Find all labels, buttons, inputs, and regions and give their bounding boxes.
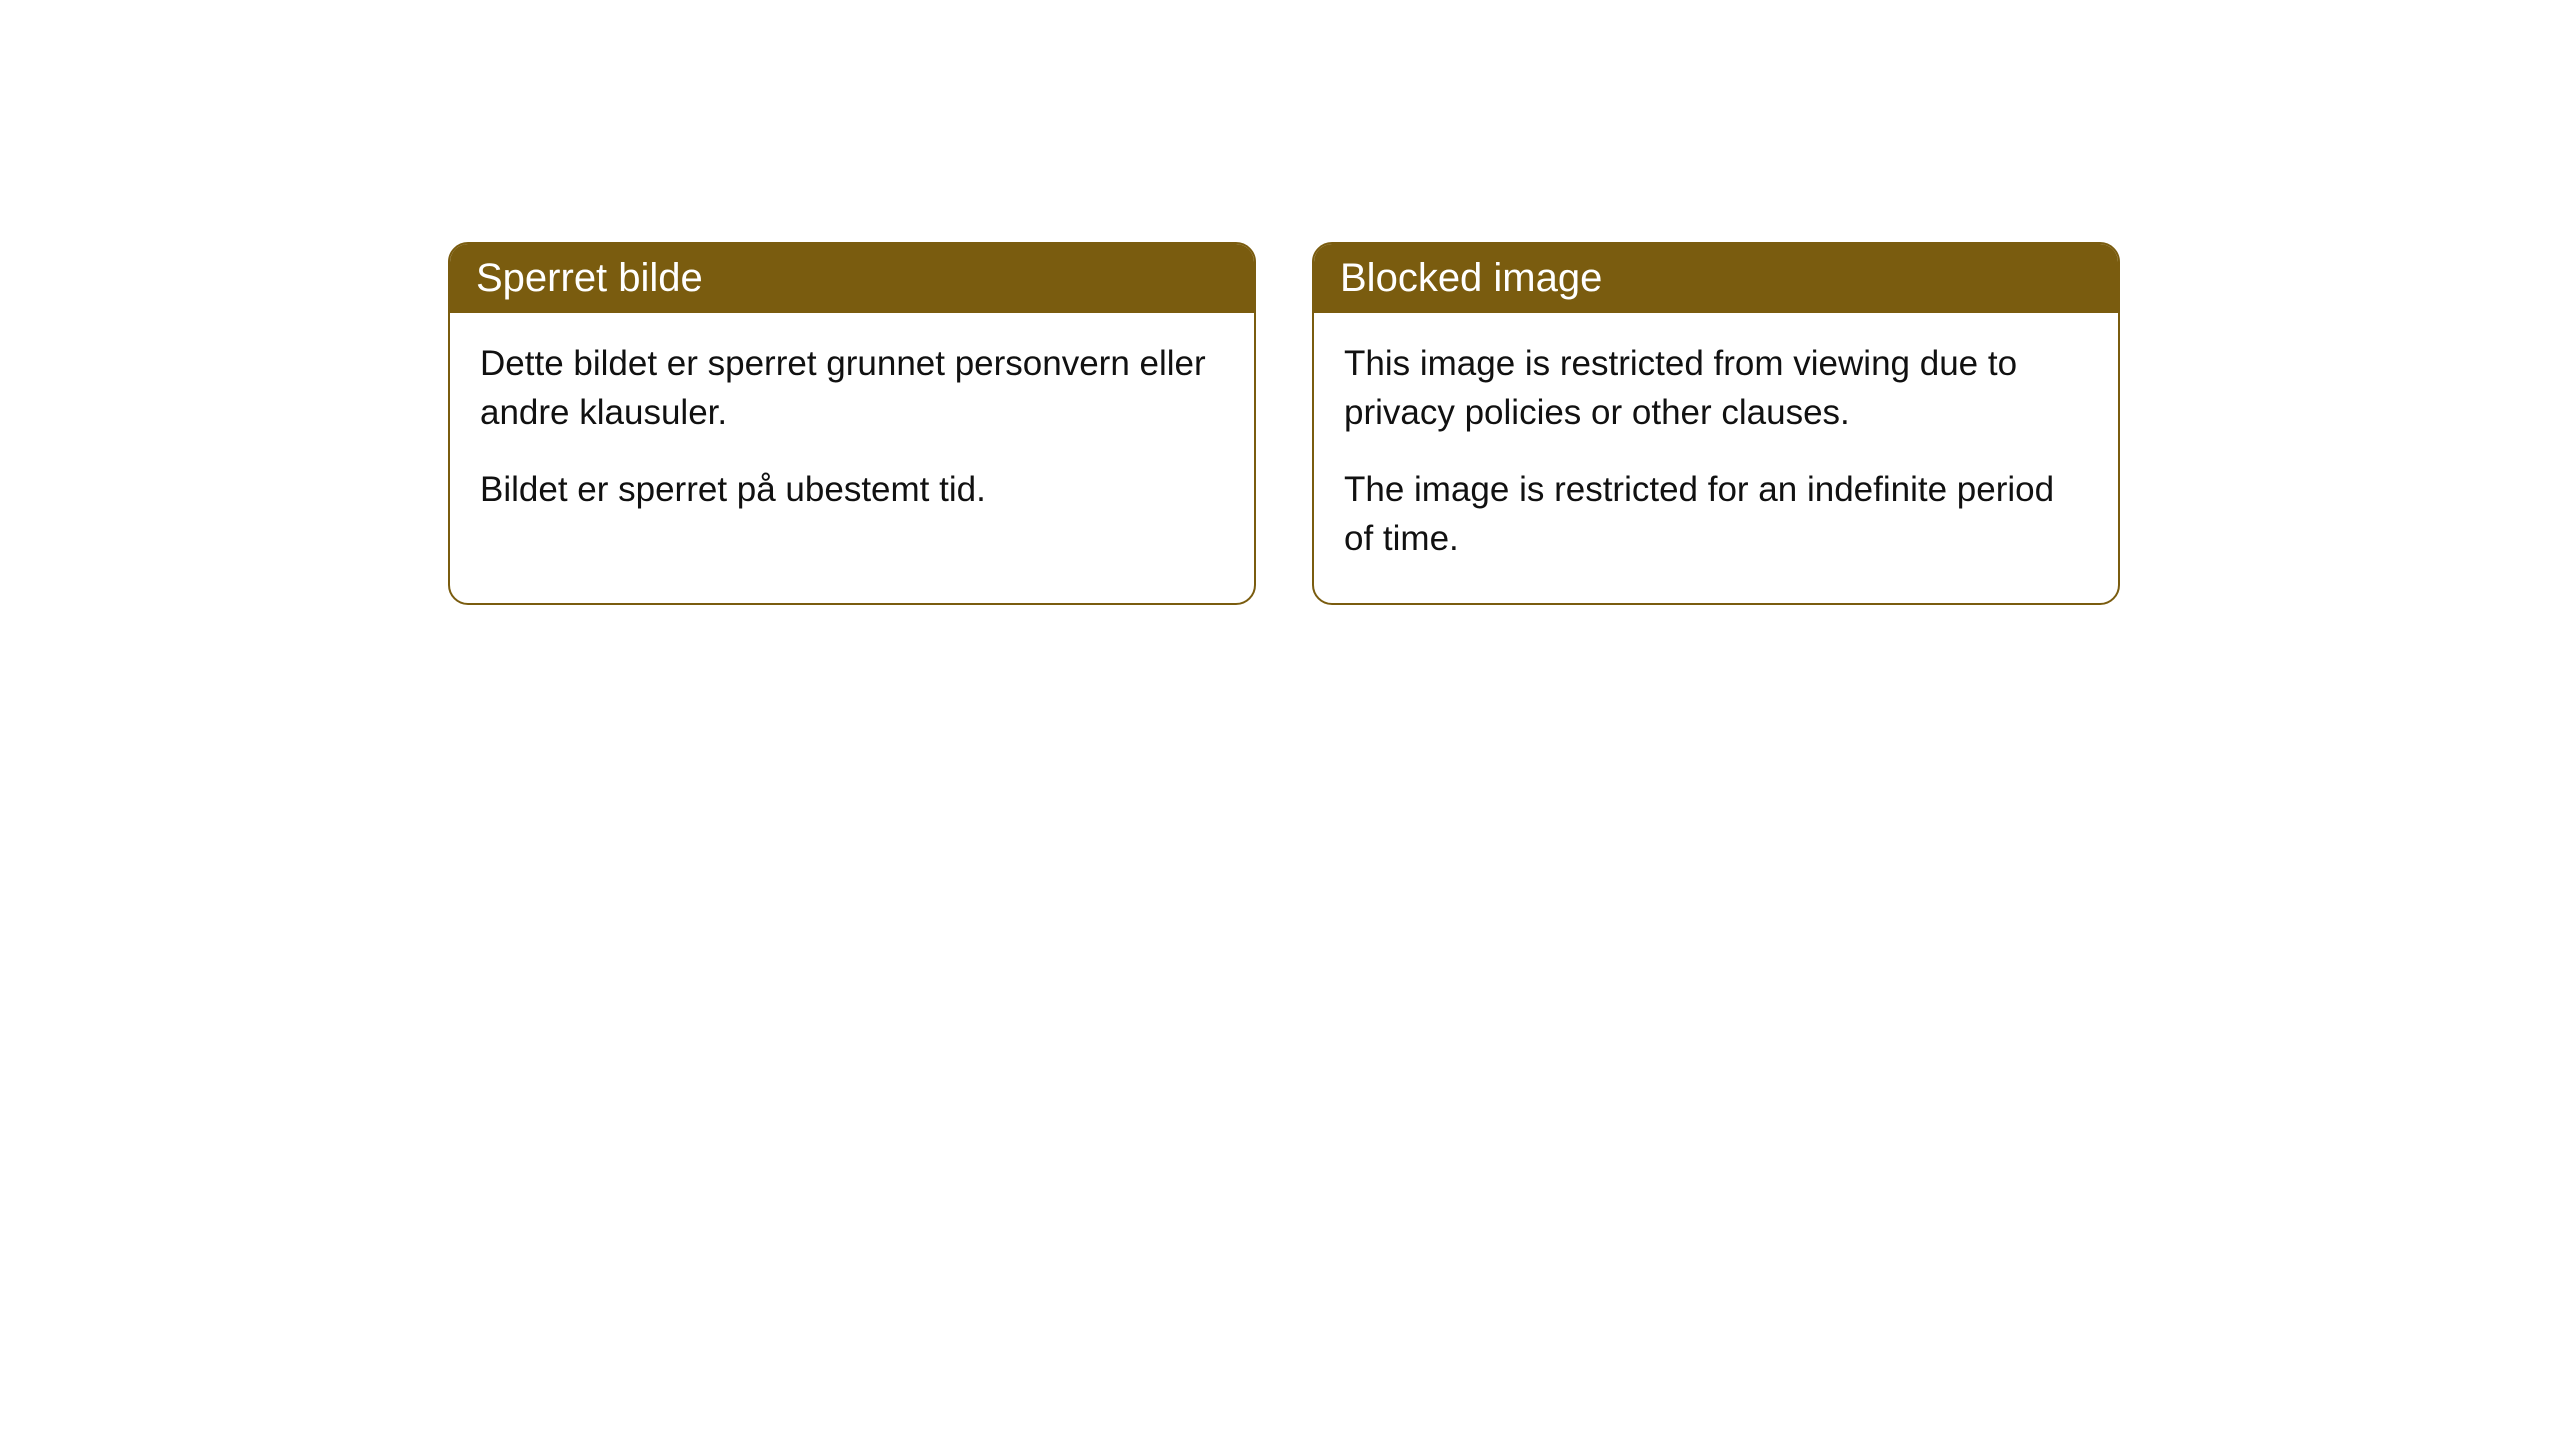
card-body-norwegian: Dette bildet er sperret grunnet personve… [450,313,1254,554]
card-norwegian: Sperret bilde Dette bildet er sperret gr… [448,242,1256,605]
card-header-english: Blocked image [1314,244,2118,313]
card-paragraph: The image is restricted for an indefinit… [1344,465,2088,563]
card-paragraph: Bildet er sperret på ubestemt tid. [480,465,1224,514]
cards-container: Sperret bilde Dette bildet er sperret gr… [0,0,2560,605]
card-header-norwegian: Sperret bilde [450,244,1254,313]
card-title-english: Blocked image [1340,256,1602,300]
card-paragraph: Dette bildet er sperret grunnet personve… [480,339,1224,437]
card-english: Blocked image This image is restricted f… [1312,242,2120,605]
card-paragraph: This image is restricted from viewing du… [1344,339,2088,437]
card-title-norwegian: Sperret bilde [476,256,703,300]
card-body-english: This image is restricted from viewing du… [1314,313,2118,603]
